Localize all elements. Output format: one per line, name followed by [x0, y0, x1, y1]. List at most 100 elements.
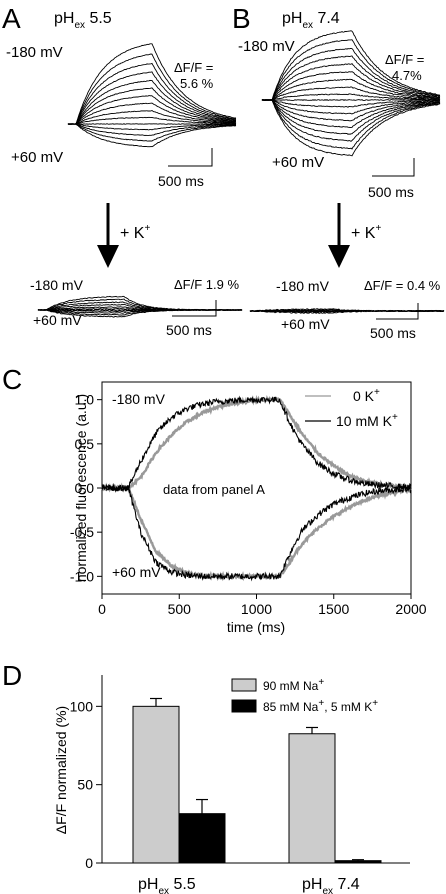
panel-c-xlabel: time (ms) — [227, 619, 285, 635]
panel-b-label: B — [232, 3, 251, 34]
panel-a-label: A — [2, 3, 21, 34]
panel-c-ytick-label-0: -1.0 — [70, 568, 94, 584]
legend-label-85mm-na-5mm-k: 85 mM Na+, 5 mM K+ — [263, 698, 378, 714]
panel-b-k-voltage-top: -180 mV — [276, 278, 330, 294]
panel-c-annotation-minus180: -180 mV — [112, 391, 166, 407]
panel-d-label: D — [2, 660, 22, 691]
panel-b-trace-1 — [261, 39, 441, 101]
panel-c-ytick-label-1: -0.5 — [70, 524, 94, 540]
panel-c-ytick-label-4: 1.0 — [75, 392, 95, 408]
panel-a-title: pHex 5.5 — [54, 10, 112, 31]
panel-b-scale-label: 500 ms — [368, 184, 414, 200]
panel-c-legend: 0 K+ 10 mM K+ — [305, 387, 398, 429]
panel-a-trace-10 — [67, 123, 237, 125]
panel-b-trace-0 — [261, 30, 440, 101]
panel-a-scale-bar — [168, 148, 213, 167]
panel-d-ytick-label-0: 0 — [85, 855, 93, 871]
panel-c-ytick-label-3: 0.5 — [75, 436, 95, 452]
panel-a-k-df: ΔF/F 1.9 % — [174, 277, 239, 292]
panel-a-trace-6 — [67, 95, 237, 125]
panel-b-trace-2 — [261, 47, 441, 101]
panel-c-xtick-label-2000: 2000 — [395, 601, 426, 617]
panel-a-traces — [67, 43, 237, 148]
panel-a-trace-7 — [68, 102, 237, 125]
panel-c-xtick-label-1500: 1500 — [318, 601, 349, 617]
panel-c-traces — [100, 394, 412, 582]
panel-b-trace-3 — [261, 55, 441, 101]
legend-label-10mmk: 10 mM K+ — [336, 412, 398, 429]
panel-c-xtick-label-0: 0 — [98, 601, 106, 617]
panel-b-df-line2: 4.7% — [392, 68, 422, 83]
panel-a-trace-5 — [67, 87, 237, 125]
panel-c-annotation-plus60: +60 mV — [112, 564, 161, 580]
panel-a-k-scale-bar — [172, 300, 217, 317]
panel-a-trace-9 — [67, 116, 237, 125]
panel-b-trace-14 — [261, 99, 441, 135]
panel-b-trace-7 — [261, 86, 441, 101]
panel-b-trace-12 — [261, 99, 441, 122]
legend-swatch-85mm-na-5mm-k — [231, 699, 257, 713]
panel-b: B pHex 7.4 -180 mV +60 mV ΔF/F = 4.7% 50… — [232, 3, 445, 341]
panel-b-traces — [261, 30, 441, 157]
panel-c-annotation-data-source: data from panel A — [163, 482, 265, 497]
panel-a-trace-11 — [67, 123, 236, 131]
panel-b-trace-4 — [261, 63, 441, 102]
panel-d-ylabel: ΔF/F normalized (%) — [53, 706, 69, 834]
panel-b-k-scale-bar — [376, 303, 419, 320]
panel-a-k-scale-label: 500 ms — [166, 322, 212, 338]
panel-c-series-1-upper — [101, 395, 412, 493]
panel-a-df-line1: ΔF/F = — [174, 60, 213, 75]
panel-a-trace-1 — [67, 53, 237, 125]
panel-b-k-traces — [249, 308, 445, 314]
panel-b-df-line1: ΔF/F = — [385, 52, 424, 67]
panel-b-trace-16 — [261, 99, 441, 150]
panel-a-k-voltage-top: -180 mV — [30, 277, 84, 293]
legend-swatch-90mm-na — [231, 678, 257, 692]
panel-a-df-line2: 5.6 % — [180, 76, 214, 91]
panel-d-ytick-label-50: 50 — [77, 777, 93, 793]
panel-a-trace-2 — [67, 62, 237, 125]
panel-d-bars — [132, 697, 382, 864]
panel-b-trace-5 — [261, 71, 441, 101]
panel-a-trace-4 — [67, 79, 237, 125]
panel-b-trace-15 — [261, 99, 441, 142]
panel-d-bar-s0-c1 — [288, 733, 336, 864]
panel-b-title: pHex 7.4 — [282, 10, 340, 31]
panel-d-bar-s1-c0 — [178, 813, 226, 864]
panel-b-trace-9 — [261, 99, 441, 101]
panel-c: C 0 500 1000 1500 2000 -1.0 -0.5 0.0 0.5 1.0 -180… — [2, 364, 427, 635]
panel-d-category-ph55: pHex 5.5 — [138, 876, 196, 894]
panel-a-k-trace-10 — [37, 309, 243, 318]
panel-b-trace-17 — [261, 99, 441, 157]
panel-b-k-df: ΔF/F = 0.4 % — [364, 278, 441, 293]
panel-a-trace-14 — [67, 123, 237, 148]
panel-c-ylabel: normalized fluorescence (a.u.) — [73, 394, 89, 582]
panel-b-trace-10 — [261, 99, 441, 108]
panel-a-voltage-top: -180 mV — [6, 44, 63, 61]
panel-c-label: C — [2, 364, 22, 395]
panel-b-trace-13 — [261, 99, 441, 128]
panel-b-k-arrow — [328, 203, 350, 268]
panel-a-voltage-bottom: +60 mV — [11, 149, 63, 166]
panel-b-k-scale-label: 500 ms — [370, 325, 416, 341]
panel-d: D 0 50 100 90 mM Na+ 85 mM Na+, 5 mM K+ pH… — [2, 660, 410, 894]
panel-d-category-ph74: pHex 7.4 — [302, 876, 360, 894]
panel-a-k-label: + K+ — [120, 223, 150, 242]
panel-a-trace-8 — [67, 109, 237, 125]
panel-c-ytick-label-2: 0.0 — [75, 480, 95, 496]
panel-a-k-arrow — [97, 203, 119, 268]
panel-b-scale-bar — [372, 158, 415, 177]
legend-label-90mm-na: 90 mM Na+ — [263, 677, 324, 693]
panel-a-scale-label: 500 ms — [158, 173, 204, 189]
legend-label-0k: 0 K+ — [353, 387, 380, 404]
panel-b-trace-6 — [261, 78, 440, 101]
panel-a-trace-12 — [67, 123, 237, 136]
panel-b-k-trace-6 — [249, 309, 445, 314]
panel-b-trace-8 — [261, 93, 441, 101]
panel-d-bar-s1-c1 — [334, 860, 382, 864]
panel-a-k-voltage-bottom: +60 mV — [33, 312, 82, 328]
panel-b-voltage-top: -180 mV — [238, 38, 295, 55]
panel-d-axes: 0 50 100 — [70, 698, 102, 871]
panel-a-k-traces — [37, 295, 243, 318]
